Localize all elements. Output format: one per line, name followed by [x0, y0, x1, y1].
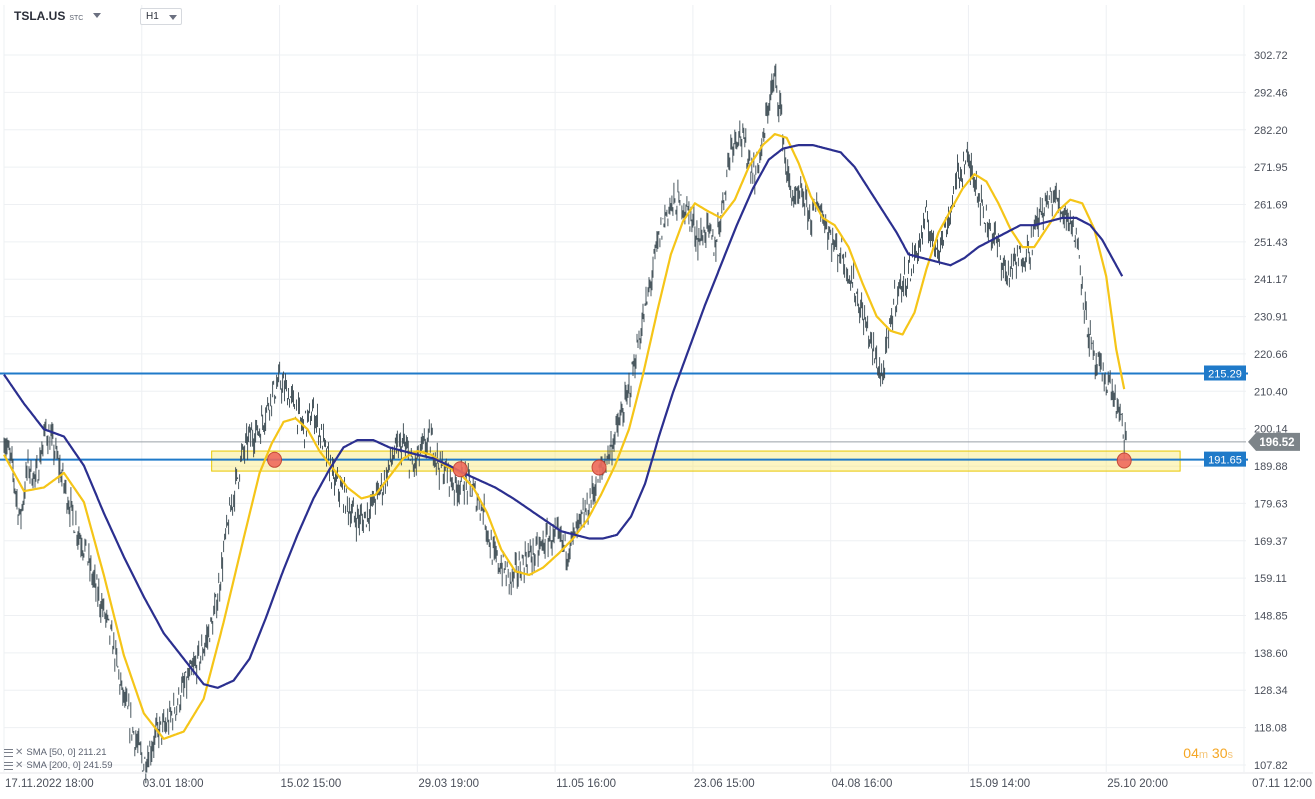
price-tick-label: 241.17 — [1254, 274, 1288, 286]
price-tick-label: 220.66 — [1254, 349, 1288, 361]
legend-label: SMA [50, 0] 211.21 — [26, 747, 107, 758]
level-price-tag[interactable]: 191.65 — [1208, 455, 1242, 467]
candle-countdown: 04m 30s — [1183, 745, 1233, 761]
remove-indicator-icon[interactable]: ✕ — [15, 760, 24, 771]
price-tick-label: 230.91 — [1254, 312, 1288, 324]
price-tick-label: 148.85 — [1254, 611, 1288, 623]
price-tick-label: 128.34 — [1254, 685, 1288, 697]
symbol-suffix: STC — [69, 15, 84, 22]
countdown-seconds-unit: s — [1227, 749, 1234, 761]
legend-item-sma50: ✕ SMA [50, 0] 211.21 — [4, 746, 112, 759]
price-tick-label: 251.43 — [1254, 237, 1288, 249]
legend-label: SMA [200, 0] 241.59 — [26, 760, 113, 771]
time-tick-label: 17.11.2022 18:00 — [5, 778, 94, 790]
price-tick-label: 261.69 — [1254, 199, 1288, 211]
countdown-minutes: 04 — [1183, 745, 1199, 761]
touch-marker — [267, 451, 283, 468]
chevron-down-icon — [93, 13, 102, 18]
time-axis[interactable]: 17.11.2022 18:00 03.01 18:00 15.02 15:00 29… — [0, 772, 1313, 790]
countdown-minutes-unit: m — [1198, 749, 1209, 761]
time-tick-label: 23.06 15:00 — [694, 778, 755, 790]
touch-marker — [591, 459, 607, 476]
price-tick-label: 118.08 — [1254, 723, 1287, 735]
chart-grid — [3, 5, 1246, 772]
touch-marker — [452, 461, 468, 478]
chart-toolbar: TSLA.US STC H1 — [0, 0, 300, 30]
time-tick-label: 29.03 19:00 — [418, 778, 479, 790]
timeframe-select[interactable]: H1 — [140, 8, 182, 25]
symbol-name: TSLA.US — [14, 9, 66, 23]
settings-lines-icon[interactable] — [4, 748, 13, 757]
sma200-line — [3, 144, 1124, 689]
touch-marker — [1116, 452, 1132, 469]
time-tick-label: 25.10 20:00 — [1107, 778, 1168, 790]
support-zone-layer — [211, 450, 1181, 472]
price-axis[interactable]: 302.72 292.46 282.20 271.95 261.69 251.43 241.… — [1204, 50, 1300, 772]
price-tick-label: 271.95 — [1254, 162, 1288, 174]
price-bars — [3, 63, 1127, 784]
series-layer — [3, 63, 1127, 784]
current-price-tag: 196.52 — [1259, 437, 1294, 449]
indicator-legend: ✕ SMA [50, 0] 211.21 ✕ SMA [200, 0] 241.… — [4, 746, 112, 772]
price-tick-label: 189.88 — [1254, 461, 1288, 473]
symbol-selector[interactable]: TSLA.US STC — [14, 9, 102, 23]
price-tick-label: 292.46 — [1254, 87, 1288, 99]
price-tick-label: 138.60 — [1254, 648, 1288, 660]
price-tick-label: 302.72 — [1254, 50, 1288, 62]
time-tick-label: 07.11 12:00 — [1252, 778, 1312, 790]
time-tick-label: 04.08 16:00 — [832, 778, 893, 790]
chevron-down-icon — [169, 15, 177, 20]
price-tick-label: 179.63 — [1254, 498, 1288, 510]
price-tick-label: 210.40 — [1254, 386, 1288, 398]
time-tick-label: 11.05 16:00 — [556, 778, 616, 790]
settings-lines-icon[interactable] — [4, 761, 13, 770]
price-tick-label: 107.82 — [1254, 760, 1288, 772]
support-zone — [211, 450, 1181, 472]
price-tick-label: 282.20 — [1254, 125, 1288, 137]
time-tick-label: 15.02 15:00 — [281, 778, 342, 790]
countdown-seconds: 30 — [1211, 745, 1228, 761]
level-price-tag-bg[interactable] — [1204, 451, 1246, 467]
time-tick-label: 15.09 14:00 — [969, 778, 1030, 790]
price-tick-label: 169.37 — [1254, 536, 1288, 548]
level-price-tag-bg[interactable] — [1204, 365, 1246, 381]
sma50-line — [3, 133, 1126, 740]
legend-item-sma200: ✕ SMA [200, 0] 241.59 — [4, 759, 112, 772]
time-tick-label: 03.01 18:00 — [143, 778, 204, 790]
current-price-tag-bg — [1248, 432, 1300, 451]
price-tick-label: 200.14 — [1254, 424, 1288, 436]
markers-layer — [267, 451, 1132, 478]
price-tick-label: 159.11 — [1254, 573, 1287, 585]
level-price-tag[interactable]: 215.29 — [1208, 368, 1242, 380]
remove-indicator-icon[interactable]: ✕ — [15, 747, 24, 758]
timeframe-value: H1 — [146, 11, 159, 22]
